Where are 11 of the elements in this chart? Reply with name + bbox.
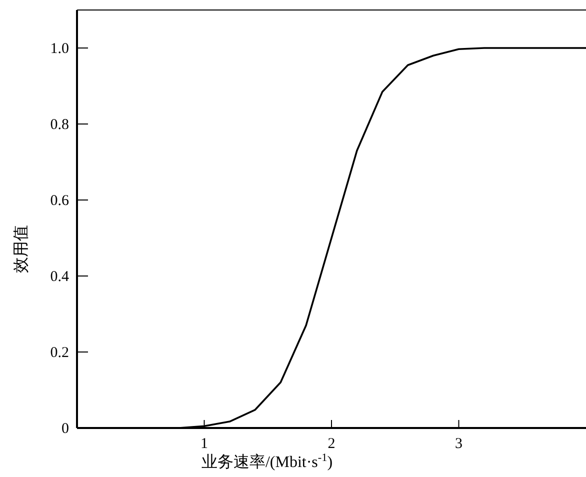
y-tick-label: 0.6	[50, 193, 70, 209]
y-tick-label: 0.8	[50, 117, 69, 133]
x-tick-label: 2	[328, 436, 336, 452]
x-tick-label: 3	[455, 436, 462, 452]
x-axis-title: 业务速率/(Mbit·s$^{-1}$)	[201, 452, 333, 471]
y-tick-label: 0.4	[50, 269, 70, 285]
y-tick-label: 0.2	[50, 345, 69, 361]
y-tick-label: 0	[62, 421, 69, 437]
y-tick-label: 1.0	[50, 41, 69, 57]
y-axis-title: 效用值	[13, 225, 30, 273]
x-tick-label: 1	[200, 436, 208, 452]
